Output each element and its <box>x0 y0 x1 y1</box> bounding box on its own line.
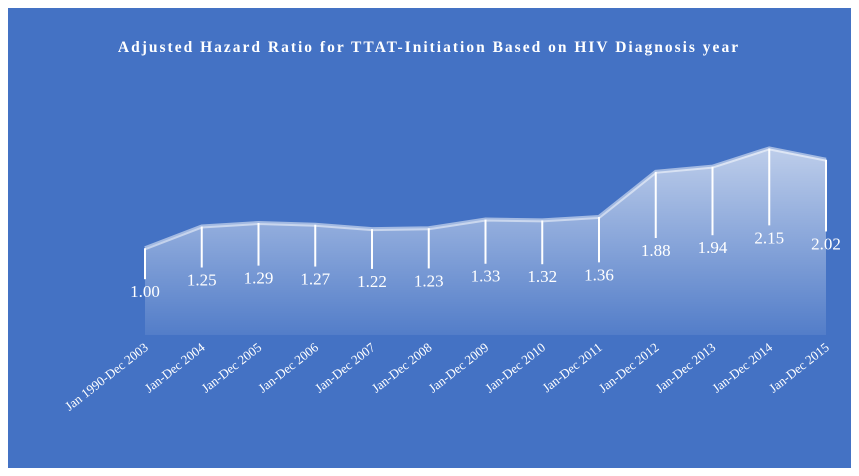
data-label: 1.22 <box>357 272 387 291</box>
data-label: 1.29 <box>244 269 274 288</box>
data-label: 1.32 <box>527 267 557 286</box>
data-label: 1.27 <box>300 269 330 288</box>
data-label: 1.25 <box>187 270 217 289</box>
data-label: 2.15 <box>754 228 784 247</box>
chart-title: Adjusted Hazard Ratio for TTAT-Initiatio… <box>117 39 741 56</box>
data-label: 1.23 <box>414 271 444 290</box>
data-label: 1.36 <box>584 265 614 284</box>
data-label: 1.94 <box>698 238 728 257</box>
data-label: 1.88 <box>641 241 671 260</box>
data-label: 1.00 <box>130 282 160 301</box>
data-label: 1.33 <box>471 267 501 286</box>
data-label: 2.02 <box>811 234 841 253</box>
